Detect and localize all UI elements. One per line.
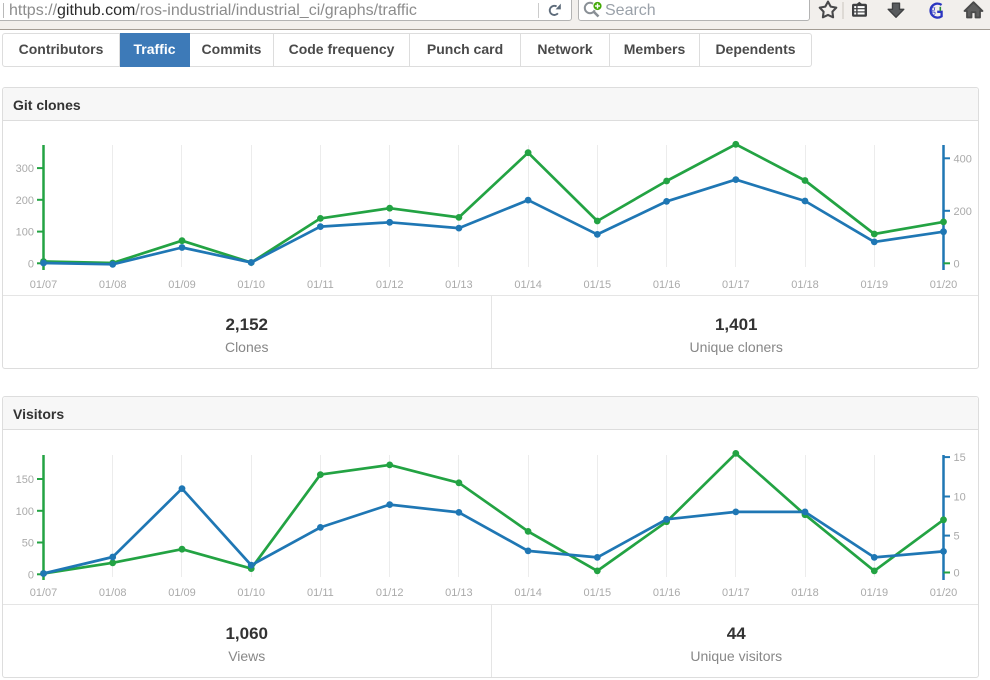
svg-text:01/15: 01/15 xyxy=(584,279,612,291)
svg-text:01/10: 01/10 xyxy=(237,279,265,291)
svg-text:01/08: 01/08 xyxy=(99,587,127,599)
svg-text:0: 0 xyxy=(954,568,960,580)
svg-text:01/12: 01/12 xyxy=(376,279,404,291)
svg-text:01/19: 01/19 xyxy=(861,587,889,599)
svg-text:01/07: 01/07 xyxy=(30,587,58,599)
svg-text:g: g xyxy=(931,5,936,16)
svg-text:01/13: 01/13 xyxy=(445,587,473,599)
svg-text:0: 0 xyxy=(954,258,960,270)
svg-text:01/18: 01/18 xyxy=(791,587,819,599)
svg-text:01/17: 01/17 xyxy=(722,279,750,291)
svg-text:01/11: 01/11 xyxy=(307,587,334,599)
svg-text:01/13: 01/13 xyxy=(445,279,473,291)
svg-text:200: 200 xyxy=(16,195,34,207)
svg-text:01/20: 01/20 xyxy=(930,279,958,291)
svg-text:01/08: 01/08 xyxy=(99,279,127,291)
svg-text:200: 200 xyxy=(954,206,972,218)
svg-text:01/18: 01/18 xyxy=(791,279,819,291)
svg-text:01/14: 01/14 xyxy=(514,279,542,291)
svg-text:01/16: 01/16 xyxy=(653,279,681,291)
svg-text:01/10: 01/10 xyxy=(237,587,265,599)
svg-text:01/09: 01/09 xyxy=(168,587,196,599)
svg-text:01/20: 01/20 xyxy=(930,587,958,599)
svg-text:01/14: 01/14 xyxy=(514,587,542,599)
svg-text:100: 100 xyxy=(16,227,34,239)
svg-text:01/16: 01/16 xyxy=(653,587,681,599)
svg-text:01/07: 01/07 xyxy=(30,279,58,291)
svg-text:01/11: 01/11 xyxy=(307,279,334,291)
svg-text:15: 15 xyxy=(954,452,966,464)
svg-text:0: 0 xyxy=(28,569,34,581)
svg-text:0: 0 xyxy=(28,258,34,270)
svg-text:01/15: 01/15 xyxy=(584,587,612,599)
svg-text:400: 400 xyxy=(954,153,972,165)
svg-text:5: 5 xyxy=(954,531,960,543)
svg-text:10: 10 xyxy=(954,492,966,504)
svg-text:150: 150 xyxy=(16,474,34,486)
svg-text:01/09: 01/09 xyxy=(168,279,196,291)
svg-text:300: 300 xyxy=(16,163,34,175)
svg-text:100: 100 xyxy=(16,506,34,518)
svg-text:01/17: 01/17 xyxy=(722,587,750,599)
svg-text:50: 50 xyxy=(22,538,34,550)
svg-text:01/19: 01/19 xyxy=(861,279,889,291)
svg-text:01/12: 01/12 xyxy=(376,587,404,599)
